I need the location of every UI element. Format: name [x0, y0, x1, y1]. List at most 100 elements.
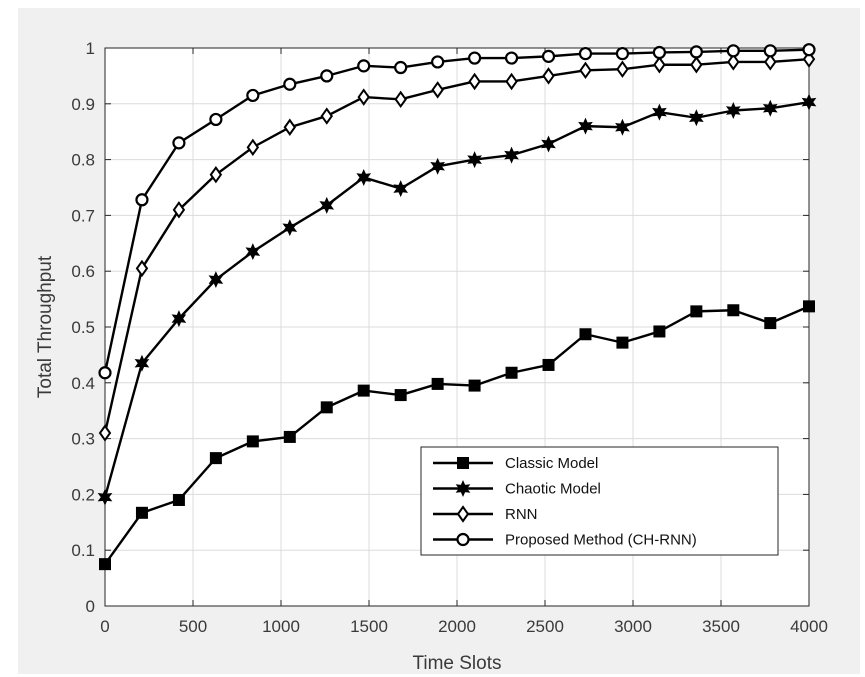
legend-label: Proposed Method (CH-RNN) [505, 532, 697, 549]
data-point [504, 146, 519, 164]
data-point [208, 271, 224, 289]
data-point [431, 55, 445, 69]
data-point [762, 99, 778, 117]
data-point [689, 45, 703, 59]
data-point [689, 109, 704, 127]
data-point [320, 401, 333, 414]
x-tick-label: 500 [179, 617, 207, 636]
data-point [246, 138, 260, 157]
x-tick-label: 1500 [350, 617, 388, 636]
data-point [504, 51, 519, 65]
data-point [725, 102, 741, 119]
x-tick-label: 1000 [262, 617, 300, 636]
series-3 [98, 50, 816, 442]
data-point [319, 196, 335, 214]
legend-marker [455, 480, 471, 497]
data-point [98, 366, 112, 380]
data-point [727, 304, 740, 317]
data-point [135, 193, 149, 207]
data-point [171, 310, 187, 328]
data-point [468, 379, 481, 392]
axis-ticks: 0 500 1000 1500 2000 2500 3000 3500 4000 0 0.1 0.2 0… [71, 39, 828, 636]
series-4 [98, 43, 816, 380]
legend-marker [456, 505, 470, 523]
data-point [467, 151, 482, 169]
y-tick-label: 0.1 [71, 541, 95, 560]
data-point [209, 452, 222, 465]
y-tick-label: 0 [86, 597, 95, 616]
x-tick-label: 2500 [526, 617, 564, 636]
data-point [615, 118, 630, 136]
data-point [320, 107, 333, 125]
data-point [172, 493, 185, 506]
data-point [394, 90, 407, 109]
data-point [801, 93, 817, 111]
x-tick-label: 3000 [614, 617, 652, 636]
data-point [356, 168, 372, 186]
data-point [430, 157, 445, 175]
series-2 [97, 93, 817, 506]
data-point [283, 77, 297, 91]
data-point [653, 325, 666, 338]
legend-label: RNN [505, 506, 538, 523]
data-point [393, 180, 409, 198]
data-point [652, 103, 667, 121]
series-line [103, 100, 810, 498]
y-axis-label: Total Throughput [35, 255, 56, 398]
data-point [209, 112, 223, 127]
data-point [652, 45, 667, 60]
data-point [616, 60, 629, 78]
y-tick-label: 0.3 [71, 430, 95, 449]
data-point [615, 46, 630, 61]
data-point [246, 88, 260, 103]
data-point [394, 389, 407, 402]
data-point [690, 305, 703, 318]
y-tick-label: 0.4 [71, 374, 95, 393]
data-point [505, 72, 518, 91]
data-point [394, 60, 408, 75]
y-tick-label: 1 [86, 39, 95, 58]
data-point [541, 135, 556, 153]
data-point [97, 488, 113, 506]
data-point [578, 46, 593, 61]
x-axis-label: Time Slots [412, 653, 501, 674]
series-layer [97, 43, 817, 571]
data-point [135, 506, 148, 519]
data-point [172, 136, 186, 150]
data-point [357, 88, 370, 106]
legend-label: Classic Model [505, 455, 598, 472]
data-point [802, 43, 816, 57]
y-tick-label: 0.2 [71, 485, 95, 504]
data-point [246, 435, 259, 448]
data-point [690, 56, 703, 74]
data-point [578, 117, 593, 135]
data-point [726, 44, 740, 58]
data-point [803, 300, 815, 313]
data-point [542, 67, 555, 85]
data-point [283, 118, 297, 136]
data-point [431, 377, 444, 390]
data-point [763, 44, 777, 58]
data-point [764, 53, 777, 71]
x-tick-label: 3500 [702, 617, 740, 636]
data-point [542, 358, 555, 371]
data-point [282, 219, 298, 237]
data-point [357, 59, 371, 73]
y-tick-label: 0.8 [71, 151, 95, 170]
y-tick-label: 0.5 [71, 318, 95, 337]
data-point [764, 317, 777, 330]
data-point [653, 56, 666, 74]
data-point [541, 49, 556, 63]
y-tick-label: 0.7 [71, 206, 95, 225]
data-point [468, 72, 481, 91]
data-point [468, 51, 482, 65]
data-point [579, 328, 592, 341]
data-point [616, 336, 629, 349]
data-point [727, 53, 740, 71]
data-point [579, 61, 592, 80]
data-point [245, 243, 261, 261]
data-point [172, 201, 186, 219]
series-1 [99, 300, 815, 571]
